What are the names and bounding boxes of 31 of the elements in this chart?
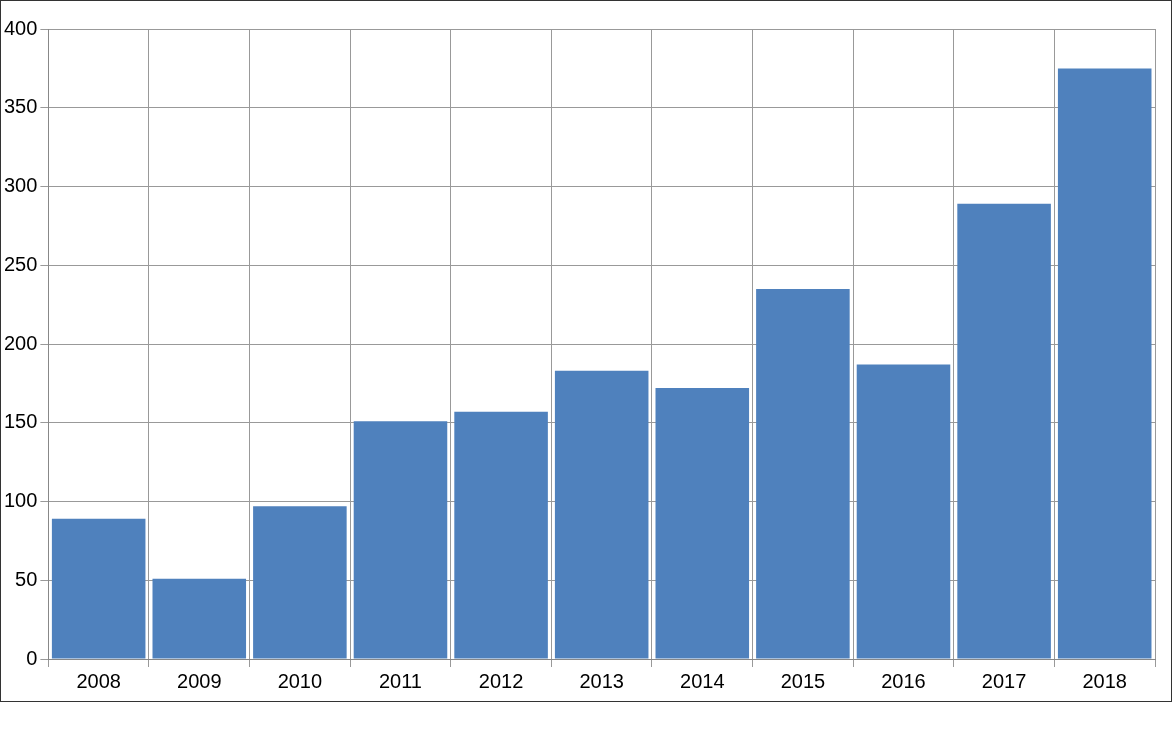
x-tick-label: 2014 bbox=[680, 669, 725, 692]
bar bbox=[856, 364, 951, 659]
x-tick-label: 2011 bbox=[378, 669, 422, 692]
bar bbox=[957, 203, 1051, 659]
bar bbox=[756, 288, 850, 659]
bar bbox=[253, 506, 347, 659]
x-tick-label: 2018 bbox=[1082, 669, 1127, 692]
x-tick-label: 2015 bbox=[780, 669, 826, 692]
y-tick-label: 50 bbox=[15, 567, 38, 590]
bar bbox=[51, 518, 146, 659]
y-tick-label: 0 bbox=[26, 646, 38, 669]
y-tick-label: 100 bbox=[3, 489, 38, 512]
x-tick-label: 2009 bbox=[177, 669, 222, 692]
bar bbox=[655, 388, 750, 659]
x-tick-label: 2010 bbox=[277, 669, 323, 692]
x-tick-label: 2008 bbox=[76, 669, 121, 692]
x-tick-label: 2012 bbox=[478, 669, 524, 692]
bar bbox=[152, 578, 247, 659]
bar bbox=[454, 411, 548, 659]
x-tick-label: 2016 bbox=[881, 669, 926, 692]
x-tick-label: 2017 bbox=[981, 669, 1027, 692]
bar bbox=[554, 370, 649, 659]
bar bbox=[353, 421, 448, 659]
y-tick-label: 250 bbox=[3, 252, 38, 275]
bar bbox=[1057, 68, 1152, 659]
y-tick-label: 200 bbox=[3, 331, 38, 354]
x-tick-label: 2013 bbox=[579, 669, 624, 692]
y-tick-label: 400 bbox=[3, 16, 38, 39]
y-tick-label: 150 bbox=[3, 410, 38, 433]
y-tick-label: 350 bbox=[3, 95, 38, 118]
y-tick-label: 300 bbox=[3, 174, 38, 197]
